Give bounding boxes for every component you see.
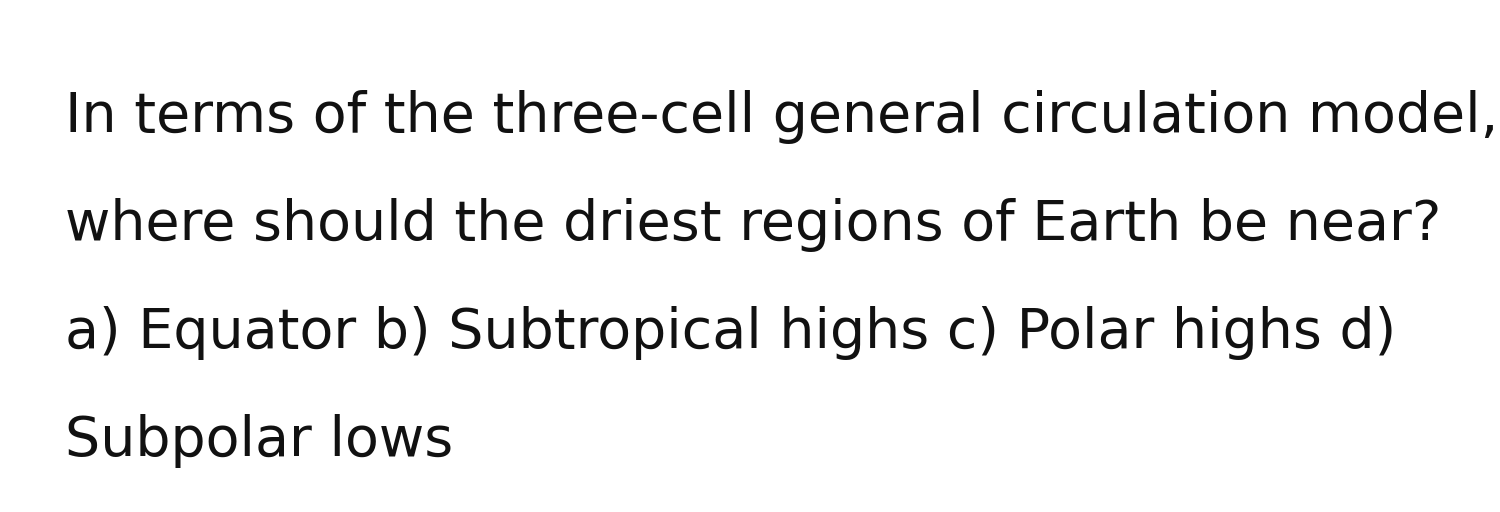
Text: In terms of the three-cell general circulation model,: In terms of the three-cell general circu… (64, 90, 1498, 144)
Text: a) Equator b) Subtropical highs c) Polar highs d): a) Equator b) Subtropical highs c) Polar… (64, 306, 1396, 360)
Text: where should the driest regions of Earth be near?: where should the driest regions of Earth… (64, 198, 1442, 252)
Text: Subpolar lows: Subpolar lows (64, 414, 453, 468)
